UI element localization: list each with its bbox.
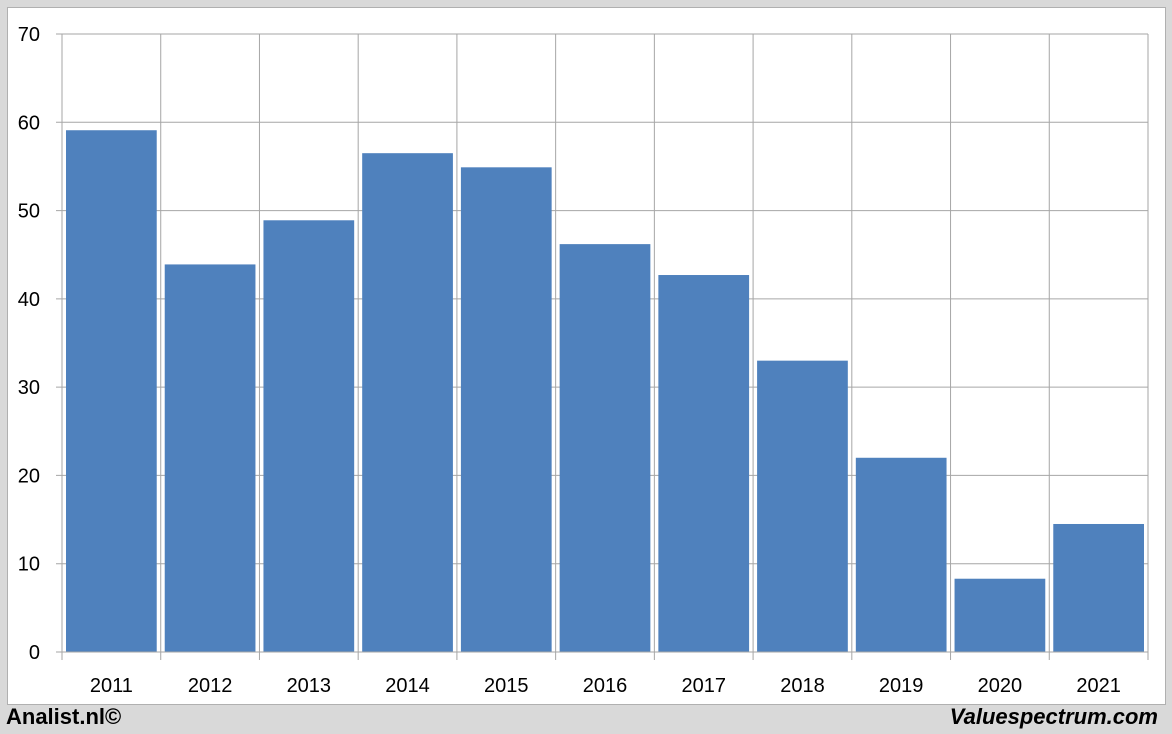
- bar-2011: [66, 130, 157, 652]
- bar-2016: [559, 244, 651, 652]
- x-tick-label: 2012: [188, 675, 233, 697]
- y-tick-label: 40: [18, 289, 40, 311]
- y-tick-label: 50: [18, 201, 40, 223]
- bar-2018: [757, 360, 848, 652]
- valuespectrum-credit: Valuespectrum.com: [949, 704, 1158, 729]
- y-tick-label: 0: [29, 642, 40, 664]
- x-tick-label: 2019: [879, 675, 924, 697]
- x-tick-label: 2020: [978, 675, 1023, 697]
- x-tick-label: 2015: [484, 675, 529, 697]
- x-tick-label: 2017: [681, 675, 726, 697]
- y-tick-label: 60: [18, 112, 40, 134]
- y-tick-label: 30: [18, 377, 40, 399]
- x-tick-label: 2018: [780, 675, 825, 697]
- y-tick-label: 20: [18, 465, 40, 487]
- y-tick-label: 70: [18, 24, 40, 46]
- x-tick-label: 2013: [287, 675, 332, 697]
- bar-2013: [263, 220, 355, 653]
- bar-2015: [460, 167, 552, 652]
- bar-2014: [362, 153, 453, 652]
- bar-2020: [954, 578, 1046, 652]
- x-tick-label: 2014: [385, 675, 430, 697]
- bar-2012: [164, 264, 256, 652]
- x-tick-label: 2016: [583, 675, 628, 697]
- y-tick-label: 10: [18, 554, 40, 576]
- bar-2019: [855, 457, 947, 652]
- x-tick-label: 2021: [1076, 675, 1121, 697]
- bar-2017: [658, 275, 750, 652]
- bar-2021: [1053, 523, 1144, 652]
- analist-credit: Analist.nl©: [6, 704, 122, 729]
- x-tick-label: 2011: [90, 675, 133, 697]
